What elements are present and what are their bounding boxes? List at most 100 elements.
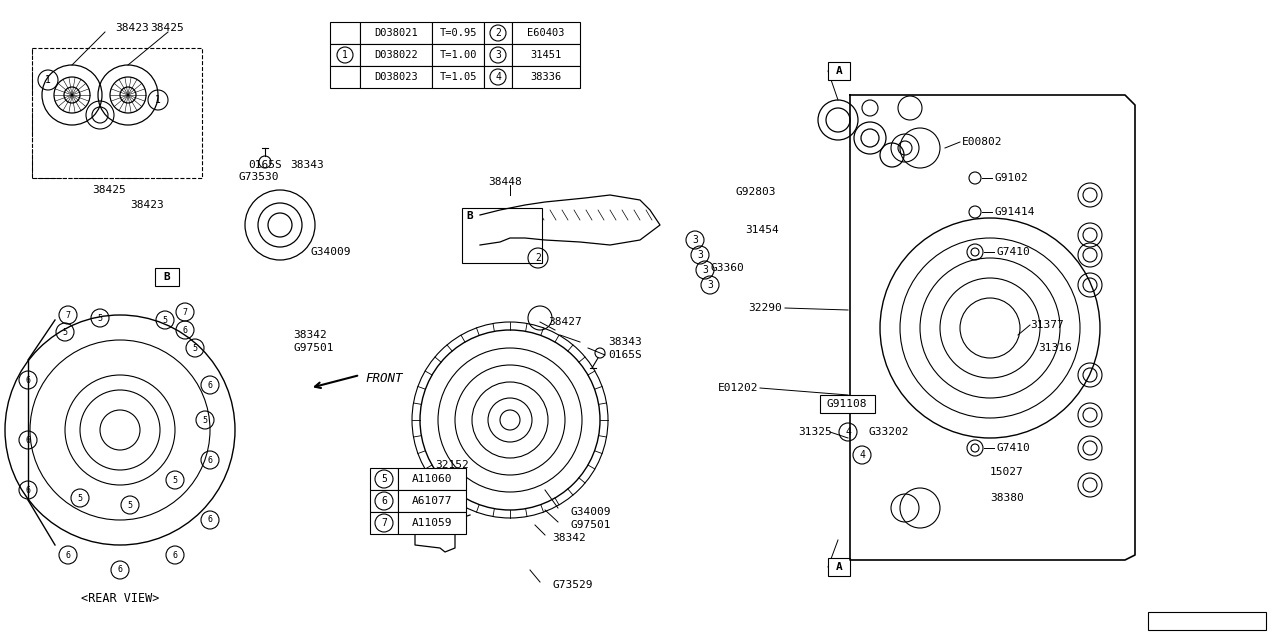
- Text: T=1.00: T=1.00: [439, 50, 476, 60]
- Bar: [512, 22, 580, 44]
- Text: G91108: G91108: [827, 399, 868, 409]
- Text: 6: 6: [26, 376, 31, 385]
- Text: 38427: 38427: [548, 317, 581, 327]
- Bar: [370, 468, 398, 490]
- Bar: [398, 512, 466, 534]
- Text: 1: 1: [155, 95, 161, 105]
- Text: G97501: G97501: [293, 343, 334, 353]
- Text: T=1.05: T=1.05: [439, 72, 476, 82]
- Text: 6: 6: [207, 456, 212, 465]
- Bar: [360, 66, 433, 88]
- Text: G91414: G91414: [995, 207, 1034, 217]
- Bar: [330, 22, 360, 44]
- Text: 38336: 38336: [530, 72, 562, 82]
- Bar: [370, 512, 398, 534]
- Bar: [433, 22, 484, 44]
- Text: 6: 6: [173, 550, 178, 559]
- Text: 6: 6: [65, 550, 70, 559]
- Text: 38343: 38343: [608, 337, 641, 347]
- Text: G73530: G73530: [238, 172, 279, 182]
- Text: 31316: 31316: [1038, 343, 1071, 353]
- Bar: [433, 44, 484, 66]
- Text: 2: 2: [495, 28, 500, 38]
- Text: 31377: 31377: [1030, 320, 1064, 330]
- Bar: [32, 48, 202, 178]
- Text: 6: 6: [207, 515, 212, 525]
- Text: 4: 4: [845, 427, 851, 437]
- Text: 31451: 31451: [530, 50, 562, 60]
- Bar: [1148, 612, 1266, 630]
- Bar: [512, 44, 580, 66]
- Text: T=0.95: T=0.95: [439, 28, 476, 38]
- Text: G7410: G7410: [996, 247, 1029, 257]
- Text: 38343: 38343: [291, 160, 324, 170]
- Bar: [484, 44, 512, 66]
- Text: D038022: D038022: [374, 50, 417, 60]
- Text: 0165S: 0165S: [608, 350, 641, 360]
- Text: 31325: 31325: [797, 427, 832, 437]
- Text: 7: 7: [183, 307, 187, 317]
- Text: 6: 6: [183, 326, 187, 335]
- Text: E00802: E00802: [963, 137, 1002, 147]
- Bar: [330, 44, 360, 66]
- Text: 5: 5: [97, 314, 102, 323]
- Text: 32152: 32152: [435, 460, 468, 470]
- Text: E60403: E60403: [527, 28, 564, 38]
- Text: D038023: D038023: [374, 72, 417, 82]
- Text: 2: 2: [535, 253, 541, 263]
- Text: 6: 6: [118, 566, 123, 575]
- Text: D038021: D038021: [374, 28, 417, 38]
- Text: 6: 6: [207, 381, 212, 390]
- Text: B: B: [467, 211, 474, 221]
- Text: G34009: G34009: [310, 247, 351, 257]
- Text: 6: 6: [26, 486, 31, 495]
- Bar: [360, 22, 433, 44]
- Text: 5: 5: [78, 493, 82, 502]
- Text: 38425: 38425: [92, 185, 125, 195]
- Text: A: A: [836, 562, 842, 572]
- Text: E01202: E01202: [718, 383, 759, 393]
- Text: 6: 6: [381, 496, 387, 506]
- Text: 6: 6: [26, 435, 31, 445]
- Text: 38448: 38448: [488, 177, 522, 187]
- Text: 7: 7: [381, 518, 387, 528]
- Text: 38423: 38423: [115, 23, 148, 33]
- Text: 38380: 38380: [989, 493, 1024, 503]
- Bar: [820, 395, 876, 413]
- Text: A11060: A11060: [412, 474, 452, 484]
- Text: A190001315: A190001315: [1158, 615, 1221, 625]
- Bar: [398, 468, 466, 490]
- Text: 38342: 38342: [293, 330, 326, 340]
- Text: 38425: 38425: [150, 23, 184, 33]
- Text: G7410: G7410: [996, 443, 1029, 453]
- Text: G34009: G34009: [570, 507, 611, 517]
- Bar: [370, 490, 398, 512]
- Bar: [330, 66, 360, 88]
- Text: 3: 3: [692, 235, 698, 245]
- Text: <REAR VIEW>: <REAR VIEW>: [81, 591, 159, 605]
- Text: 5: 5: [202, 415, 207, 424]
- Bar: [462, 208, 541, 263]
- Bar: [512, 66, 580, 88]
- Text: 4: 4: [495, 72, 500, 82]
- Text: 31454: 31454: [745, 225, 778, 235]
- Text: 5: 5: [173, 476, 178, 484]
- Text: 3: 3: [707, 280, 713, 290]
- Text: 32290: 32290: [748, 303, 782, 313]
- Text: 5: 5: [381, 474, 387, 484]
- Bar: [484, 22, 512, 44]
- Text: B: B: [164, 272, 170, 282]
- Text: 1: 1: [45, 75, 51, 85]
- Text: 4: 4: [859, 450, 865, 460]
- Text: 3: 3: [698, 250, 703, 260]
- Bar: [433, 66, 484, 88]
- Text: FRONT: FRONT: [365, 371, 402, 385]
- Text: 5: 5: [63, 328, 68, 337]
- Text: 5: 5: [163, 316, 168, 324]
- Text: 7: 7: [65, 310, 70, 319]
- Bar: [484, 66, 512, 88]
- Text: A11059: A11059: [412, 518, 452, 528]
- Text: 38423: 38423: [131, 200, 164, 210]
- Text: G33202: G33202: [868, 427, 909, 437]
- Bar: [398, 490, 466, 512]
